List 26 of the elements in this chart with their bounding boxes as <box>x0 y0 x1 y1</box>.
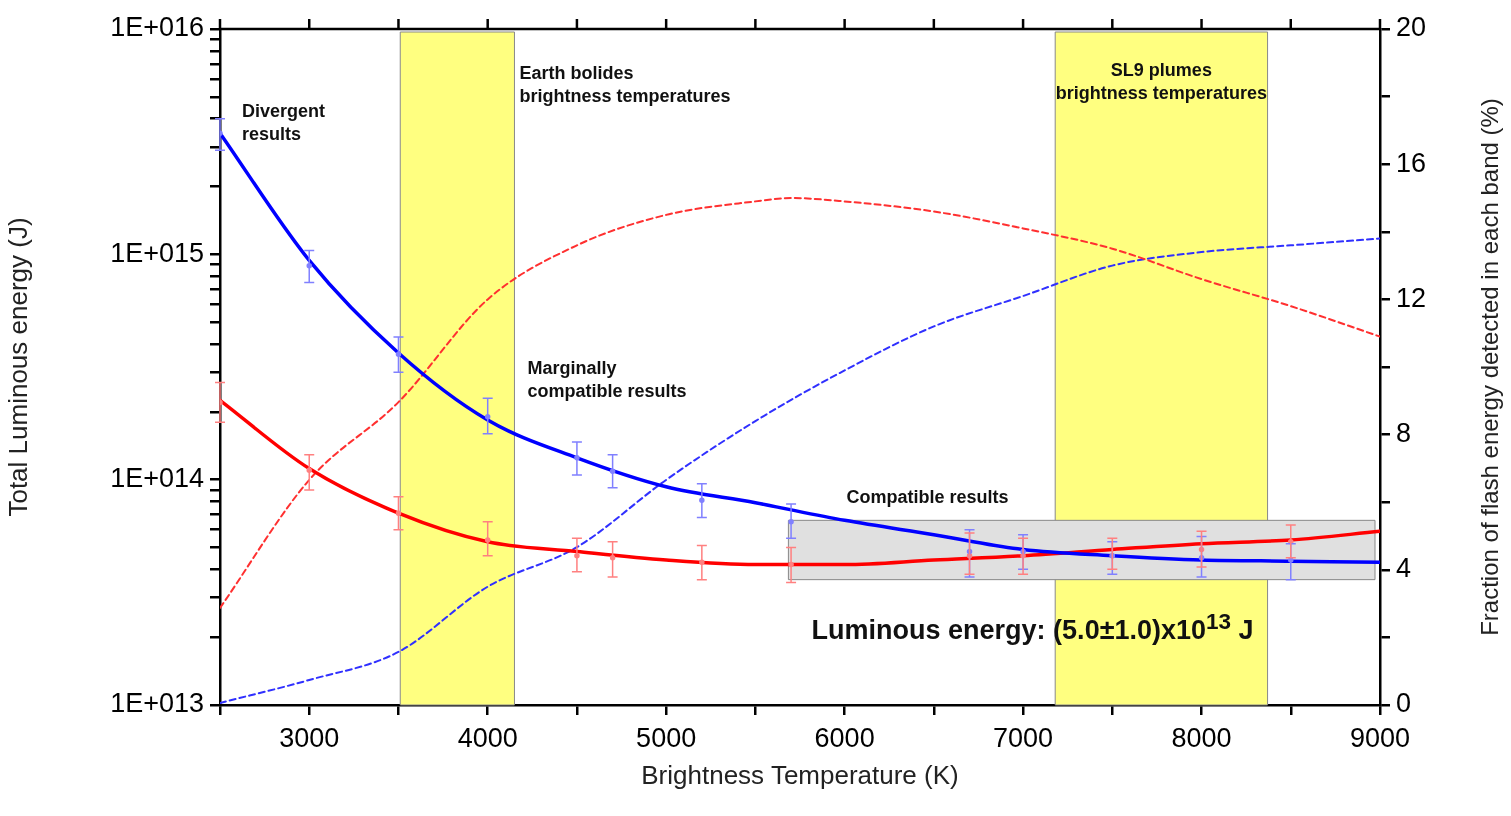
x-tick-label: 5000 <box>636 722 697 753</box>
x-tick-label: 4000 <box>457 722 518 753</box>
x-tick-label: 9000 <box>1349 722 1411 753</box>
y-axis-title: Total Luminous energy (J) <box>2 217 33 517</box>
y2-tick-label: 20 <box>1396 12 1427 43</box>
y2-axis-title: Fraction of flash energy detected in each band (%) <box>1476 98 1504 636</box>
x-tick-label: 8000 <box>1171 722 1232 753</box>
y2-tick-label: 0 <box>1396 688 1412 719</box>
x-tick-label: 7000 <box>993 722 1054 753</box>
y-tick-label: 1E+014 <box>110 463 204 494</box>
y2-tick-label: 12 <box>1396 282 1427 313</box>
y-tick-label: 1E+016 <box>110 12 204 43</box>
band-label: SL9 plumes brightness temperatures <box>1055 59 1267 106</box>
band-label: Compatible results <box>846 486 1009 510</box>
y-tick-label: 1E+013 <box>110 688 204 719</box>
y2-tick-label: 8 <box>1396 418 1412 449</box>
annotation: Marginally compatible results <box>527 356 687 404</box>
annotation: Luminous energy: (5.0±1.0)x10$^{13}$ J <box>811 607 1254 647</box>
x-axis-title: Brightness Temperature (K) <box>641 759 959 790</box>
band-label: Earth bolides brightness temperatures <box>519 62 731 109</box>
annotation: Divergent results <box>242 99 326 147</box>
x-tick-label: 6000 <box>814 722 875 753</box>
x-tick-label: 3000 <box>279 722 340 753</box>
y2-tick-label: 16 <box>1396 147 1427 178</box>
y-tick-label: 1E+015 <box>110 237 204 268</box>
y2-tick-label: 4 <box>1396 553 1412 584</box>
